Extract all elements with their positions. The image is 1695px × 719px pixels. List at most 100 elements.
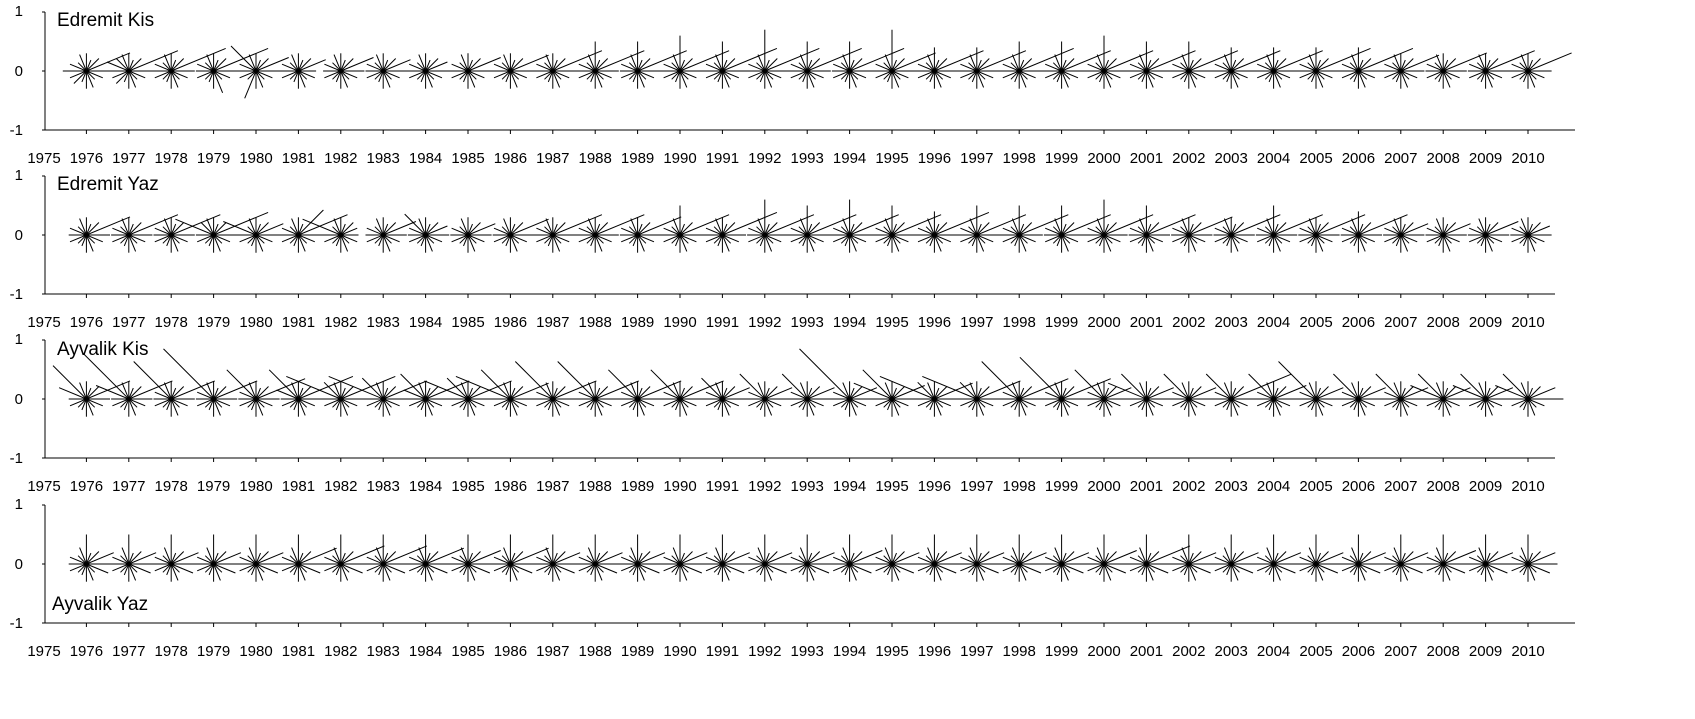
- x-tick-label: 2002: [1172, 150, 1205, 167]
- star-ray: [1061, 551, 1075, 565]
- star-ray: [1478, 218, 1487, 236]
- star-ray: [849, 223, 855, 236]
- x-tick-label: 1982: [324, 643, 357, 660]
- star-ray: [162, 62, 172, 72]
- star-ray: [1273, 563, 1283, 573]
- star-ray: [721, 398, 730, 416]
- star-ray: [1426, 563, 1444, 572]
- x-tick-label: 2005: [1299, 643, 1332, 660]
- star-ray: [1214, 63, 1232, 72]
- star-ray: [1188, 59, 1194, 72]
- star-ray: [425, 70, 443, 79]
- x-tick-label: 1986: [494, 643, 527, 660]
- star-ray: [891, 70, 900, 88]
- star-ray: [1273, 551, 1287, 565]
- star-ray: [1527, 234, 1545, 243]
- star-ray: [1103, 387, 1132, 400]
- star-ray: [799, 348, 850, 400]
- y-tick-label: -1: [10, 615, 23, 632]
- star-1996: [916, 211, 990, 253]
- star-ray: [1045, 227, 1062, 236]
- star-ray: [213, 234, 231, 243]
- star-ray: [1341, 556, 1359, 565]
- x-tick-label: 1980: [239, 150, 272, 167]
- star-ray: [1476, 563, 1486, 573]
- x-tick-label: 1988: [579, 643, 612, 660]
- star-ray: [1095, 70, 1105, 80]
- star-ray: [416, 563, 426, 573]
- star-ray: [154, 556, 172, 565]
- star-ray: [128, 70, 146, 79]
- star-ray: [123, 563, 130, 576]
- x-tick-label: 2000: [1087, 150, 1120, 167]
- star-ray: [552, 70, 561, 88]
- star-ray: [1095, 62, 1105, 72]
- star-ray: [451, 556, 469, 565]
- x-tick-label: 1993: [791, 150, 824, 167]
- star-ray: [1400, 70, 1418, 79]
- star-ray: [1230, 398, 1240, 408]
- star-ray: [297, 59, 304, 72]
- star-ray: [163, 54, 172, 72]
- star-2005: [1298, 534, 1364, 582]
- star-2001: [1108, 373, 1188, 417]
- star-ray: [927, 382, 935, 400]
- star-ray: [883, 70, 893, 80]
- x-tick-label: 1995: [875, 643, 908, 660]
- y-tick-label: 0: [15, 391, 23, 408]
- star-ray: [503, 218, 511, 236]
- star-ray: [52, 365, 87, 400]
- x-tick-label: 2001: [1130, 643, 1163, 660]
- star-ray: [1103, 222, 1117, 236]
- x-tick-label: 1982: [324, 150, 357, 167]
- star-ray: [764, 70, 774, 80]
- star-ray: [578, 63, 596, 72]
- star-ray: [121, 54, 130, 72]
- star-ray: [248, 218, 257, 236]
- star-ray: [255, 398, 265, 408]
- star-ray: [544, 70, 554, 80]
- star-ray: [404, 213, 426, 236]
- x-tick-label: 1989: [621, 314, 654, 331]
- star-ray: [501, 234, 511, 244]
- star-ray: [1146, 222, 1160, 236]
- x-tick-label: 2000: [1087, 478, 1120, 495]
- star-ray: [1014, 234, 1020, 247]
- star-ray: [552, 398, 570, 407]
- star-ray: [425, 547, 464, 565]
- star-ray: [1435, 54, 1444, 72]
- star-ray: [1181, 218, 1190, 236]
- star-ray: [1469, 398, 1486, 407]
- star-ray: [717, 70, 723, 83]
- star-ray: [1341, 391, 1359, 400]
- x-tick-label: 2008: [1427, 314, 1460, 331]
- star-ray: [721, 563, 730, 581]
- star-ray: [1485, 563, 1495, 573]
- star-ray: [1527, 552, 1556, 565]
- star-ray: [374, 563, 384, 573]
- star-ray: [120, 563, 130, 573]
- star-ray: [798, 62, 808, 72]
- star-ray: [1096, 54, 1105, 72]
- star-ray: [849, 563, 872, 574]
- star-ray: [510, 386, 524, 400]
- star-ray: [297, 398, 306, 416]
- star-ray: [1400, 222, 1414, 236]
- star-ray: [1011, 547, 1020, 565]
- star-ray: [1485, 563, 1493, 581]
- star-ray: [340, 59, 346, 72]
- star-1979: [195, 47, 269, 93]
- star-ray: [1434, 70, 1444, 80]
- x-tick-label: 1990: [663, 314, 696, 331]
- star-ray: [1183, 70, 1190, 83]
- star-ray: [1018, 552, 1025, 565]
- star-ray: [840, 398, 850, 408]
- star-ray: [764, 398, 773, 416]
- star-ray: [1018, 386, 1033, 400]
- star-ray: [663, 63, 681, 72]
- star-ray: [1103, 223, 1109, 236]
- star-ray: [1180, 398, 1190, 408]
- star-ray: [925, 226, 935, 236]
- star-ray: [1523, 398, 1529, 411]
- star-ray: [420, 70, 427, 83]
